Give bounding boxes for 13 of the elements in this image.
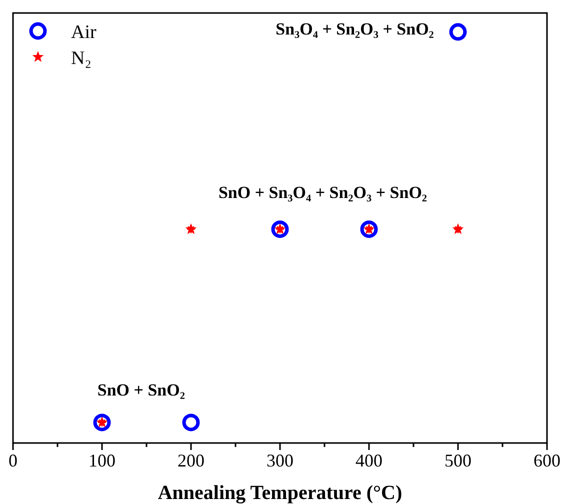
x-tick-label: 500 [444, 450, 472, 471]
x-tick-label: 400 [356, 450, 382, 471]
annotation: SnO + SnO₂ [97, 380, 185, 400]
x-tick-label: 0 [8, 450, 18, 471]
annotation: SnO + Sn₃O₄ + Sn₂O₃ + SnO₂ [218, 182, 428, 202]
x-tick-label: 200 [178, 450, 204, 471]
x-tick-label: 600 [534, 450, 560, 471]
x-tick-label: 100 [88, 450, 116, 471]
x-axis-title: Annealing Temperature (°C) [158, 482, 402, 504]
legend-label: N₂ [71, 48, 92, 69]
legend-label: Air [71, 22, 97, 43]
x-tick-label: 300 [266, 450, 294, 471]
annotation: Sn₃O₄ + Sn₂O₃ + SnO₂ [276, 20, 434, 38]
